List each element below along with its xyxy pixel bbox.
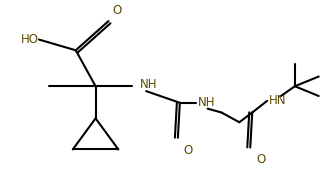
Text: NH: NH (198, 96, 215, 109)
Text: O: O (184, 144, 193, 157)
Text: NH: NH (140, 78, 158, 91)
Text: HO: HO (21, 33, 39, 46)
Text: O: O (112, 4, 122, 17)
Text: HN: HN (269, 94, 286, 107)
Text: O: O (256, 153, 266, 166)
